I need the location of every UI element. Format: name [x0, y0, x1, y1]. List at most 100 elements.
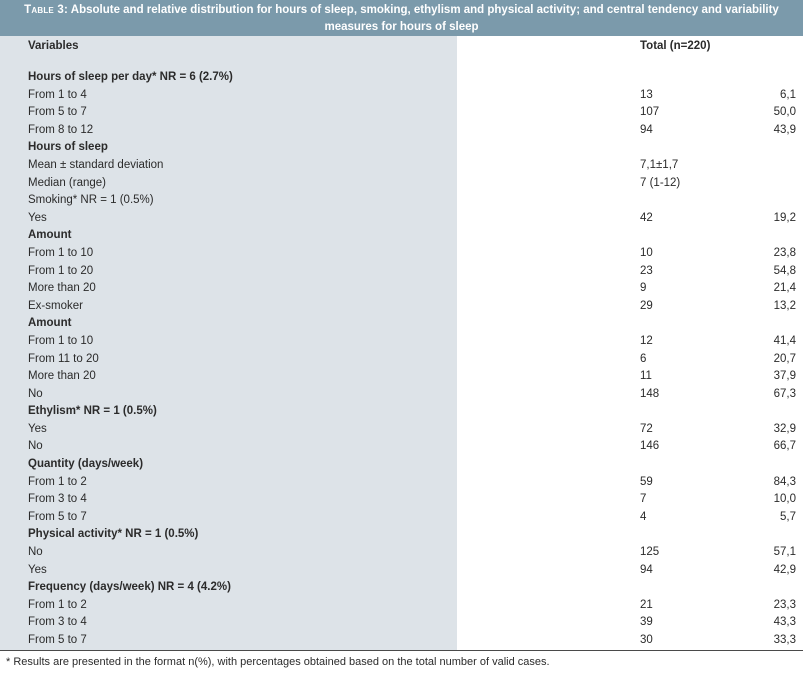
row-label: From 3 to 4: [28, 493, 87, 506]
row-percent: 23,8: [773, 246, 796, 259]
row-percent: 54,8: [773, 264, 796, 277]
row-percent: 57,1: [773, 546, 796, 559]
table-row: Yes 42 19,2: [0, 210, 803, 228]
table-caption: Table 3: Absolute and relative distribut…: [0, 0, 803, 36]
row-percent: 43,9: [773, 123, 796, 136]
row-label: Ethylism* NR = 1 (0.5%): [28, 405, 157, 418]
row-label: Median (range): [28, 176, 106, 189]
row-label: No: [28, 387, 43, 400]
row-label: From 1 to 2: [28, 475, 87, 488]
row-percent: 67,3: [773, 387, 796, 400]
row-count: 7: [640, 493, 647, 506]
row-label: Yes: [28, 422, 47, 435]
row-label: From 1 to 10: [28, 246, 94, 259]
table-row: More than 20 11 37,9: [0, 368, 803, 386]
table-row: From 8 to 12 94 43,9: [0, 122, 803, 140]
row-count: 146: [640, 440, 660, 453]
row-count: 125: [640, 546, 660, 559]
row-label: From 1 to 20: [28, 264, 94, 277]
table-row: No 125 57,1: [0, 544, 803, 562]
row-label: From 3 to 4: [28, 616, 87, 629]
table-row: Mean ± standard deviation 7,1±1,7: [0, 157, 803, 175]
table-row: Hours of sleep: [0, 139, 803, 157]
row-count: 30: [640, 634, 653, 646]
column-header-variables: Variables: [28, 40, 79, 52]
table-row: No 146 66,7: [0, 438, 803, 456]
table-rows: Hours of sleep per day* NR = 6 (2.7%) Fro…: [0, 69, 803, 650]
table-row: From 3 to 4 39 43,3: [0, 614, 803, 632]
row-percent: 20,7: [773, 352, 796, 365]
row-count: 10: [640, 246, 653, 259]
table-row: Yes 72 32,9: [0, 421, 803, 439]
row-count: 59: [640, 475, 653, 488]
table-row: From 1 to 10 12 41,4: [0, 333, 803, 351]
row-label: From 5 to 7: [28, 510, 87, 523]
row-label: Amount: [28, 229, 72, 242]
row-label: From 5 to 7: [28, 634, 87, 646]
table-row: From 3 to 4 7 10,0: [0, 491, 803, 509]
row-label: Yes: [28, 211, 47, 224]
table-row: From 5 to 7 4 5,7: [0, 509, 803, 527]
row-percent: 43,3: [773, 616, 796, 629]
table-label: Table 3:: [24, 4, 68, 16]
row-label: Smoking* NR = 1 (0.5%): [28, 194, 154, 207]
table-row: More than 20 9 21,4: [0, 280, 803, 298]
row-percent: 10,0: [773, 493, 796, 506]
table-row: Smoking* NR = 1 (0.5%): [0, 192, 803, 210]
row-percent: 19,2: [773, 211, 796, 224]
row-count: 21: [640, 598, 653, 611]
row-count: 4: [640, 510, 647, 523]
table-row: Amount: [0, 315, 803, 333]
row-count: 148: [640, 387, 660, 400]
row-count: 11: [640, 370, 652, 383]
table-row: Frequency (days/week) NR = 4 (4.2%): [0, 579, 803, 597]
row-percent: 33,3: [773, 634, 796, 646]
row-label: From 1 to 10: [28, 334, 94, 347]
table-header-row: Variables Total (n=220): [0, 36, 803, 62]
row-label: From 11 to 20: [28, 352, 99, 365]
row-label: From 1 to 4: [28, 88, 87, 101]
row-percent: 66,7: [773, 440, 796, 453]
table-row: No 148 67,3: [0, 386, 803, 404]
row-count: 12: [640, 334, 653, 347]
table-row: From 11 to 20 6 20,7: [0, 351, 803, 369]
row-percent: 21,4: [773, 282, 796, 295]
row-label: Frequency (days/week) NR = 4 (4.2%): [28, 581, 231, 594]
row-count: 72: [640, 422, 653, 435]
row-label: From 8 to 12: [28, 123, 94, 136]
row-percent: 50,0: [773, 106, 796, 119]
row-count: 94: [640, 563, 653, 576]
row-percent: 32,9: [773, 422, 796, 435]
row-count: 29: [640, 299, 653, 312]
row-percent: 23,3: [773, 598, 796, 611]
row-label: Ex-smoker: [28, 299, 83, 312]
row-label: More than 20: [28, 370, 96, 383]
row-count: 9: [640, 282, 647, 295]
table-row: From 5 to 7 30 33,3: [0, 632, 803, 650]
row-count: 7 (1-12): [640, 176, 681, 189]
row-label: Quantity (days/week): [28, 458, 144, 471]
table-row: From 5 to 7 107 50,0: [0, 104, 803, 122]
table-row: Amount: [0, 227, 803, 245]
row-label: Amount: [28, 317, 72, 330]
table-row: Ethylism* NR = 1 (0.5%): [0, 403, 803, 421]
table-row: Quantity (days/week): [0, 456, 803, 474]
table-body: Variables Total (n=220) Hours of sleep p…: [0, 36, 803, 651]
row-percent: 5,7: [780, 510, 796, 523]
row-percent: 42,9: [773, 563, 796, 576]
row-label: Mean ± standard deviation: [28, 158, 164, 171]
header-spacer: [0, 62, 803, 69]
row-percent: 6,1: [780, 88, 796, 101]
table-caption-text: Absolute and relative distribution for h…: [70, 4, 779, 33]
row-label: Physical activity* NR = 1 (0.5%): [28, 528, 199, 541]
row-count: 42: [640, 211, 653, 224]
table-row: Ex-smoker 29 13,2: [0, 298, 803, 316]
row-count: 107: [640, 106, 660, 119]
row-count: 39: [640, 616, 653, 629]
table-row: From 1 to 4 13 6,1: [0, 87, 803, 105]
row-percent: 13,2: [773, 299, 796, 312]
row-count: 6: [640, 352, 647, 365]
table-row: From 1 to 2 59 84,3: [0, 474, 803, 492]
row-label: Hours of sleep: [28, 141, 108, 154]
